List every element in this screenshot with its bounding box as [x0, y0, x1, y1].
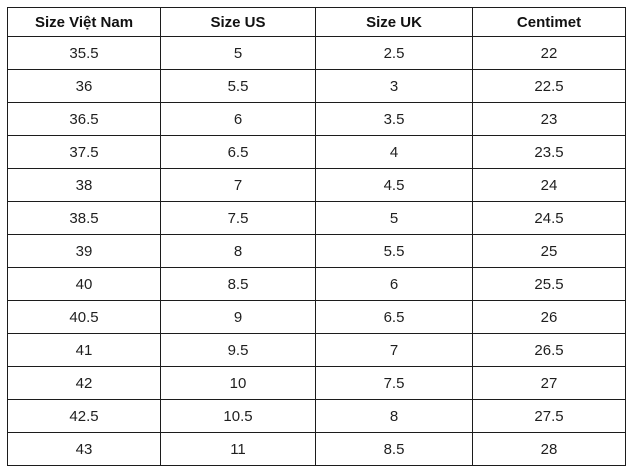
- table-row: 35.5 5 2.5 22: [7, 36, 626, 70]
- column-header-size-us: Size US: [160, 7, 316, 37]
- table-cell: 27.5: [472, 399, 626, 433]
- table-cell: 2.5: [315, 36, 473, 70]
- table-cell: 36.5: [7, 102, 161, 136]
- table-cell: 22: [472, 36, 626, 70]
- table-row: 37.5 6.5 4 23.5: [7, 135, 626, 169]
- table-cell: 43: [7, 432, 161, 466]
- table-row: 41 9.5 7 26.5: [7, 333, 626, 367]
- table-cell: 27: [472, 366, 626, 400]
- table-cell: 22.5: [472, 69, 626, 103]
- table-cell: 36: [7, 69, 161, 103]
- table-cell: 3: [315, 69, 473, 103]
- table-row: 36.5 6 3.5 23: [7, 102, 626, 136]
- table-row: 40.5 9 6.5 26: [7, 300, 626, 334]
- table-cell: 25.5: [472, 267, 626, 301]
- column-header-size-viet-nam: Size Việt Nam: [7, 7, 161, 37]
- table-cell: 8.5: [315, 432, 473, 466]
- table-row: 42.5 10.5 8 27.5: [7, 399, 626, 433]
- table-cell: 5.5: [315, 234, 473, 268]
- table-cell: 38.5: [7, 201, 161, 235]
- table-cell: 24: [472, 168, 626, 202]
- table-cell: 5.5: [160, 69, 316, 103]
- table-cell: 3.5: [315, 102, 473, 136]
- table-cell: 28: [472, 432, 626, 466]
- table-cell: 24.5: [472, 201, 626, 235]
- table-cell: 26.5: [472, 333, 626, 367]
- table-row: 40 8.5 6 25.5: [7, 267, 626, 301]
- table-cell: 5: [160, 36, 316, 70]
- table-cell: 40: [7, 267, 161, 301]
- table-cell: 7: [315, 333, 473, 367]
- table-cell: 11: [160, 432, 316, 466]
- table-cell: 8.5: [160, 267, 316, 301]
- table-cell: 10: [160, 366, 316, 400]
- column-header-size-uk: Size UK: [315, 7, 473, 37]
- table-cell: 6: [160, 102, 316, 136]
- table-row: 43 11 8.5 28: [7, 432, 626, 466]
- table-cell: 4: [315, 135, 473, 169]
- table-cell: 40.5: [7, 300, 161, 334]
- table-row: 38.5 7.5 5 24.5: [7, 201, 626, 235]
- table-cell: 8: [160, 234, 316, 268]
- table-cell: 6.5: [315, 300, 473, 334]
- header-row: Size Việt Nam Size US Size UK Centimet: [7, 7, 626, 37]
- column-header-centimet: Centimet: [472, 7, 626, 37]
- table-row: 42 10 7.5 27: [7, 366, 626, 400]
- table-cell: 9.5: [160, 333, 316, 367]
- table-head: Size Việt Nam Size US Size UK Centimet: [7, 7, 626, 37]
- table-row: 38 7 4.5 24: [7, 168, 626, 202]
- table-cell: 4.5: [315, 168, 473, 202]
- table-body: 35.5 5 2.5 22 36 5.5 3 22.5 36.5 6 3.5 23 37.5 6.5 4 23…: [7, 36, 626, 466]
- table-cell: 37.5: [7, 135, 161, 169]
- table-cell: 6.5: [160, 135, 316, 169]
- table-cell: 42: [7, 366, 161, 400]
- table-cell: 9: [160, 300, 316, 334]
- table-cell: 7.5: [160, 201, 316, 235]
- table-cell: 6: [315, 267, 473, 301]
- table-cell: 41: [7, 333, 161, 367]
- table-cell: 23: [472, 102, 626, 136]
- table-cell: 26: [472, 300, 626, 334]
- table-row: 36 5.5 3 22.5: [7, 69, 626, 103]
- table-cell: 35.5: [7, 36, 161, 70]
- table-cell: 8: [315, 399, 473, 433]
- table-cell: 7: [160, 168, 316, 202]
- table-cell: 23.5: [472, 135, 626, 169]
- table-cell: 38: [7, 168, 161, 202]
- table-cell: 25: [472, 234, 626, 268]
- table-cell: 39: [7, 234, 161, 268]
- table-cell: 5: [315, 201, 473, 235]
- size-conversion-table: Size Việt Nam Size US Size UK Centimet 35.5…: [7, 7, 626, 466]
- table-cell: 42.5: [7, 399, 161, 433]
- table-cell: 7.5: [315, 366, 473, 400]
- table-row: 39 8 5.5 25: [7, 234, 626, 268]
- table-cell: 10.5: [160, 399, 316, 433]
